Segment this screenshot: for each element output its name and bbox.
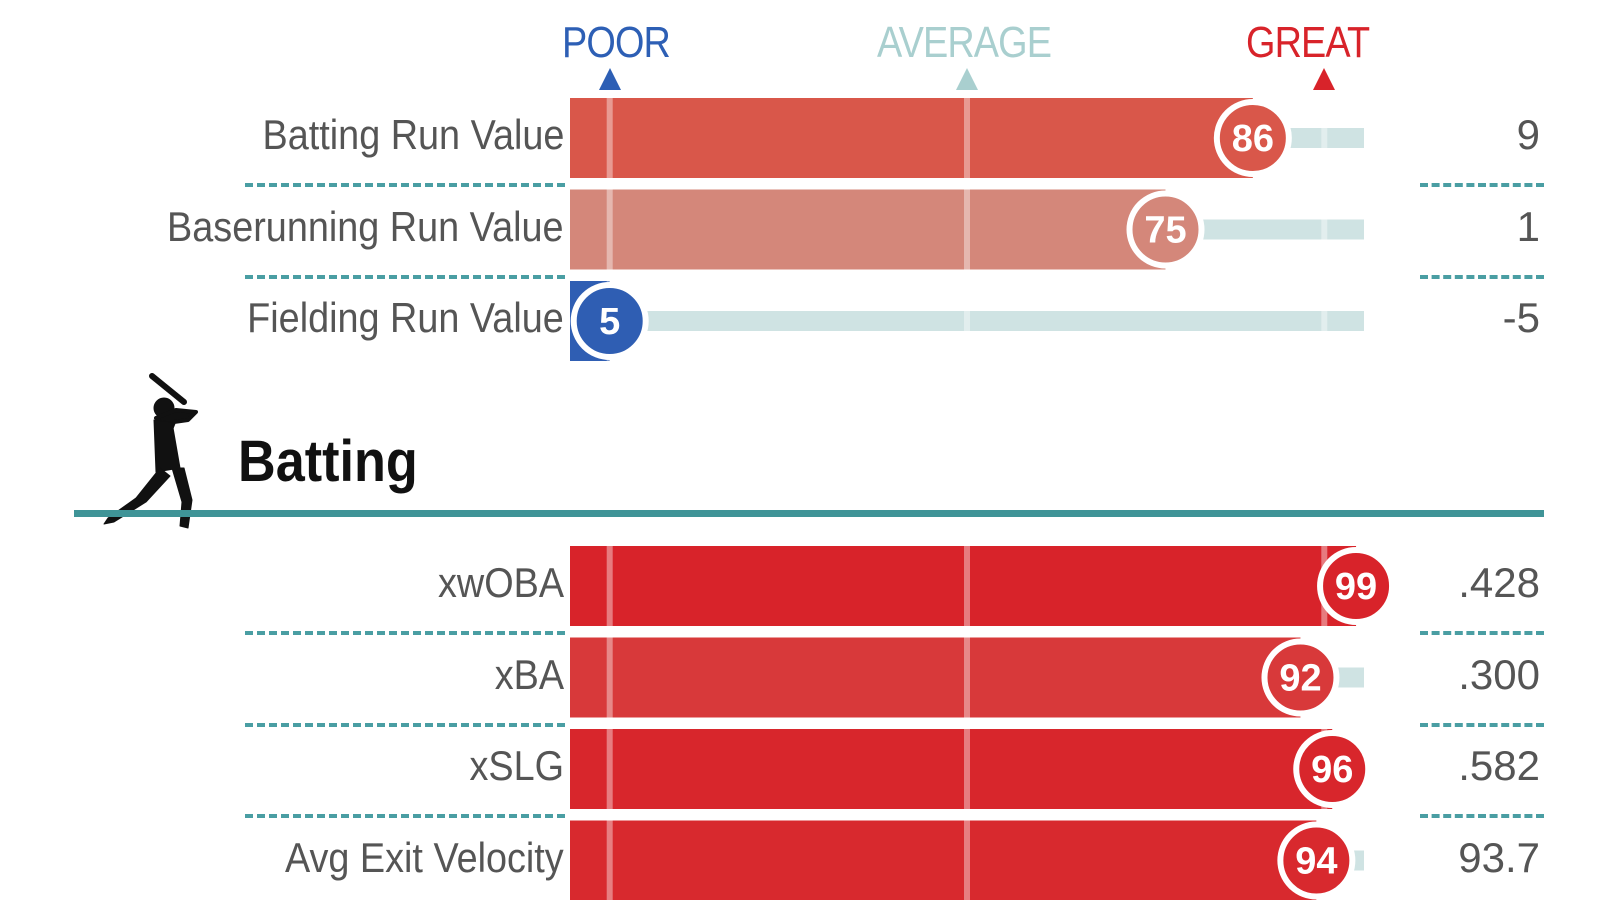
section-title-batting: Batting: [238, 429, 418, 494]
scale-marker-poor: [598, 68, 621, 90]
row-separator-left: [245, 631, 565, 635]
percentile-label: 99: [1335, 566, 1377, 608]
percentile-circle: [1126, 190, 1205, 269]
percentile-label: 94: [1295, 841, 1337, 883]
row-label: Batting Run Value: [262, 111, 564, 158]
scale-label-poor: POOR: [561, 18, 671, 67]
percentile-bar: [570, 637, 1301, 718]
bar-track: [1316, 850, 1364, 871]
percentile-bar: [570, 546, 1357, 626]
row-separator-left: [245, 814, 565, 818]
bar-track: [1332, 759, 1364, 779]
batter-silhouette-icon: [103, 373, 198, 529]
percentile-label: 96: [1311, 749, 1353, 791]
row-separator-right: [1420, 274, 1544, 279]
row-value: 93.7: [1458, 833, 1540, 881]
row-separator-left: [245, 722, 565, 727]
row-separator-right: [1420, 814, 1544, 818]
scale-marker-average: [956, 68, 978, 90]
percentile-circle: [1261, 638, 1340, 717]
row-value: -5: [1502, 294, 1540, 341]
row-value: 1: [1516, 202, 1540, 250]
row-label: xBA: [494, 650, 564, 698]
percentile-circle: [1213, 99, 1292, 177]
bar-track: [1300, 667, 1364, 688]
percentile-circle: [1277, 821, 1356, 900]
percentile-bar: [570, 820, 1317, 900]
scale-label-great: GREAT: [1246, 18, 1370, 67]
percentile-bar: [570, 98, 1253, 178]
row-separator-left: [245, 274, 565, 279]
bar-track: [1356, 576, 1364, 596]
bar-track: [1165, 219, 1364, 240]
row-separator-left: [245, 183, 565, 187]
row-label: xwOBA: [437, 559, 564, 606]
row-value: .428: [1458, 559, 1540, 606]
percentile-bar: [570, 729, 1333, 809]
row-separator-right: [1420, 631, 1544, 635]
row-label: Avg Exit Velocity: [285, 833, 564, 881]
scale-label-average: AVERAGE: [877, 18, 1052, 67]
row-separator-right: [1420, 183, 1544, 187]
row-value: .300: [1458, 650, 1540, 698]
row-value: .582: [1458, 742, 1540, 789]
section-divider: [74, 510, 1544, 517]
row-separator-right: [1420, 722, 1544, 727]
percentile-circle: [570, 282, 649, 360]
percentile-label: 86: [1232, 118, 1274, 160]
percentile-bar: [570, 189, 1166, 270]
bar-track: [1252, 128, 1364, 148]
row-label: Fielding Run Value: [247, 294, 564, 341]
percentile-circle: [1293, 730, 1372, 808]
percentile-label: 92: [1279, 658, 1321, 700]
percentile-label: 75: [1144, 210, 1186, 252]
percentile-label: 5: [599, 301, 620, 343]
row-label: xSLG: [469, 742, 564, 789]
percentile-bar: [570, 281, 610, 361]
bar-track: [609, 311, 1364, 331]
row-value: 9: [1516, 111, 1540, 158]
row-label: Baserunning Run Value: [167, 202, 564, 250]
scale-marker-great: [1313, 68, 1336, 90]
